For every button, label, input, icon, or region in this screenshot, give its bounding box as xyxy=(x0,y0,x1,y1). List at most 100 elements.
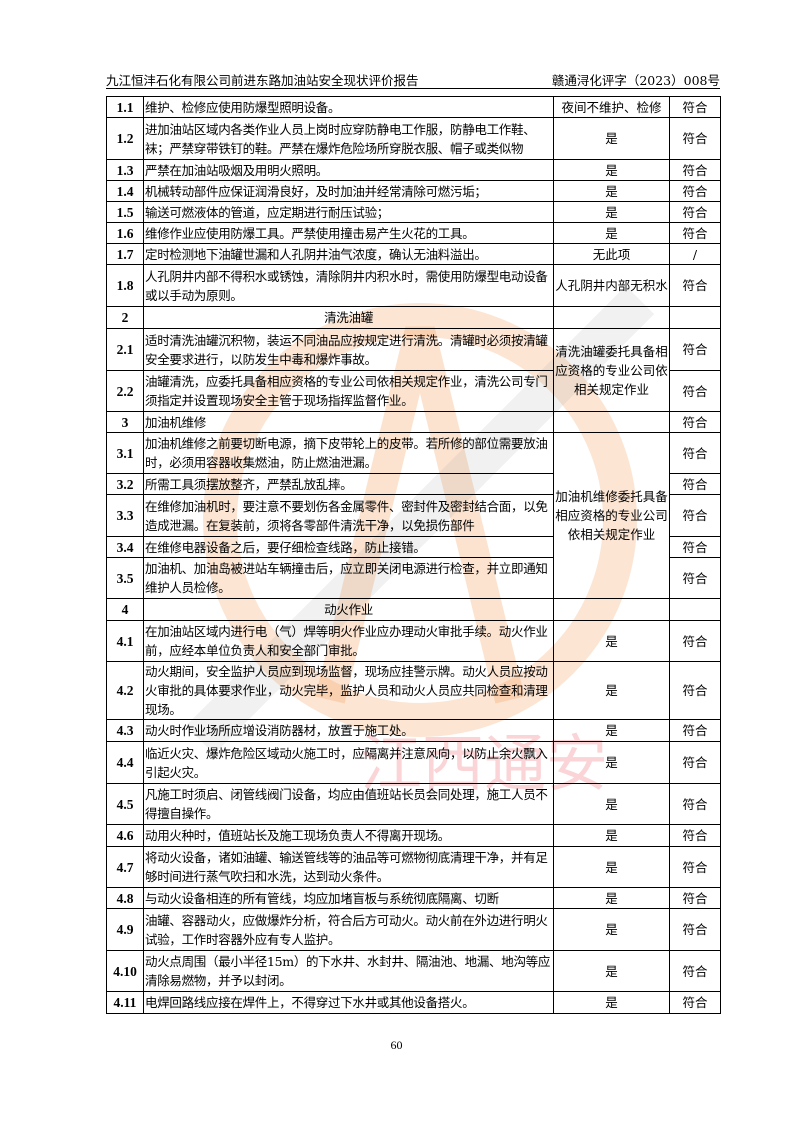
check-result: 是 xyxy=(553,783,670,825)
item-number: 2 xyxy=(106,306,144,329)
requirement-text: 在维修加油机时，要注意不要划伤各金属零件、密封件及密封结合面，以免造成泄漏。在复… xyxy=(143,494,554,537)
item-number: 3.1 xyxy=(106,432,144,474)
requirement-text: 人孔阴井内部不得积水或锈蚀，清除阴井内积水时，需使用防爆型电动设备或以手动为原则… xyxy=(143,264,554,307)
requirement-text: 加油机维修之前要切断电源，摘下皮带轮上的皮带。若所修的部位需要放油时，必须用容器… xyxy=(143,432,554,474)
item-number: 1.4 xyxy=(106,180,144,202)
item-number: 3.5 xyxy=(106,557,144,599)
item-number: 3.3 xyxy=(106,494,144,537)
table-row: 3.1 加油机维修之前要切断电源，摘下皮带轮上的皮带。若所修的部位需要放油时，必须… xyxy=(106,432,721,599)
requirement-text: 在加油站区域内进行电（气）焊等明火作业应办理动火审批手续。动火作业前，应经本单位… xyxy=(143,620,554,662)
table-row: 4.2 动火期间，安全监护人员应到现场监督，现场应挂警示牌。动火人员应按动火审批的… xyxy=(106,661,721,720)
table-row: 4.4 临近火灾、爆炸危险区域动火施工时，应隔离并注意风向，以防止余火飘入引起火灾… xyxy=(106,741,721,784)
check-result: 人孔阴井内部无积水 xyxy=(553,264,670,307)
conclusion: 符合 xyxy=(669,117,721,160)
conclusion: 符合 xyxy=(669,180,721,202)
requirement-text: 维护、检修应使用防爆型照明设备。 xyxy=(143,96,554,118)
conclusion xyxy=(669,306,721,329)
header-divider xyxy=(106,88,720,89)
requirement-text: 与动火设备相连的所有管线，均应加堵盲板与系统彻底隔离、切断 xyxy=(143,887,554,909)
conclusion: 符合 xyxy=(669,661,721,720)
check-result: 加油机维修委托具备相应资格的专业公司依相关规定作业 xyxy=(553,432,670,599)
check-result: 是 xyxy=(553,222,670,244)
check-result: 是 xyxy=(553,908,670,951)
item-number: 1.3 xyxy=(106,159,144,181)
requirement-text: 适时清洗油罐沉积物，装运不同油品应按规定进行清洗。清罐时必须按清罐安全要求进行，… xyxy=(143,328,554,371)
page-number: 60 xyxy=(390,1038,403,1052)
conclusion: 符合 xyxy=(669,328,721,371)
item-number: 3.4 xyxy=(106,536,144,558)
item-number: 2.2 xyxy=(106,370,144,412)
requirement-text: 定时检测地下油罐世漏和人孔阴井油气浓度，确认无油料溢出。 xyxy=(143,243,554,265)
check-result: 是 xyxy=(553,661,670,720)
item-number: 3.2 xyxy=(106,473,144,495)
table-row: 2.2 油罐清洗，应委托具备相应资格的专业公司依相关规定作业，清洗公司专门须指定并… xyxy=(106,370,721,412)
conclusion: 符合 xyxy=(669,846,721,888)
table-row: 4.6 动用火种时，值班站长及施工现场负责人不得离开现场。是符合 xyxy=(106,824,721,847)
check-result: 是 xyxy=(553,620,670,662)
item-number: 3 xyxy=(106,411,144,433)
item-number: 1.2 xyxy=(106,117,144,160)
conclusion: 符合 xyxy=(669,96,721,118)
requirement-text: 加油机、加油岛被进站车辆撞击后，应立即关闭电源进行检查，并立即通知维护人员检修。 xyxy=(143,557,554,599)
conclusion: 符合 xyxy=(669,557,721,599)
check-result xyxy=(553,598,670,621)
requirement-text: 油罐、容器动火，应做爆炸分析，符合后方可动火。动火前在外边进行明火试验，工作时容… xyxy=(143,908,554,951)
requirement-text: 动火时作业场所应增设消防器材，放置于施工处。 xyxy=(143,719,554,742)
conclusion: 符合 xyxy=(669,222,721,244)
conclusion: 符合 xyxy=(669,719,721,742)
item-number: 4.3 xyxy=(106,719,144,742)
check-result: 是 xyxy=(553,719,670,742)
item-number: 4.7 xyxy=(106,846,144,888)
item-number: 2.1 xyxy=(106,328,144,371)
check-result: 夜间不维护、检修 xyxy=(553,96,670,118)
item-number: 1.8 xyxy=(106,264,144,307)
requirement-text: 临近火灾、爆炸危险区域动火施工时，应隔离并注意风向，以防止余火飘入引起火灾。 xyxy=(143,741,554,784)
check-result: 是 xyxy=(553,201,670,223)
conclusion: 符合 xyxy=(669,741,721,784)
conclusion: 符合 xyxy=(669,411,721,433)
check-result: 是 xyxy=(553,180,670,202)
table-row: 4.1 在加油站区域内进行电（气）焊等明火作业应办理动火审批手续。动火作业前，应经… xyxy=(106,620,721,662)
requirement-text: 在维修电器设备之后，要仔细检查线路，防止接错。 xyxy=(143,536,554,558)
conclusion xyxy=(669,598,721,621)
item-number: 4.11 xyxy=(106,991,144,1014)
check-result: 是 xyxy=(553,117,670,160)
requirement-text: 油罐清洗，应委托具备相应资格的专业公司依相关规定作业，清洗公司专门须指定并设置现… xyxy=(143,370,554,412)
safety-checklist-table: 1.1 维护、检修应使用防爆型照明设备。 夜间不维护、检修 符合 1.2 进加油站区域内各… xyxy=(106,96,721,1014)
check-result xyxy=(553,411,670,433)
check-result: 是 xyxy=(553,846,670,888)
table-row: 2 清洗油罐 xyxy=(106,306,721,329)
item-number: 4.4 xyxy=(106,741,144,784)
check-result xyxy=(553,306,670,329)
table-row: 4.9 油罐、容器动火，应做爆炸分析，符合后方可动火。动火前在外边进行明火试验，工… xyxy=(106,908,721,951)
table-row: 1.2 进加油站区域内各类作业人员上岗时应穿防静电工作服，防静电工作鞋、袜；严禁穿… xyxy=(106,117,721,160)
conclusion: 符合 xyxy=(669,159,721,181)
conclusion: 符合 xyxy=(669,536,721,558)
requirement-text: 进加油站区域内各类作业人员上岗时应穿防静电工作服，防静电工作鞋、袜；严禁穿带铁钉… xyxy=(143,117,554,160)
table-row: 1.3 严禁在加油站吸烟及用明火照明。是符合 xyxy=(106,159,721,181)
conclusion: 符合 xyxy=(669,432,721,474)
check-result: 是 xyxy=(553,824,670,847)
requirement-text: 凡施工时须启、闭管线阀门设备，均应由值班站长员会同处理，施工人员不得擅自操作。 xyxy=(143,783,554,825)
check-result: 是 xyxy=(553,950,670,992)
table-row: 4.10 动火点周围（最小半径15m）的下水井、水封井、隔油池、地漏、地沟等应清除… xyxy=(106,950,721,992)
conclusion: 符合 xyxy=(669,370,721,412)
table-row: 3.4 在维修电器设备之后，要仔细检查线路，防止接错。 符合 xyxy=(106,536,721,558)
document-number: 赣通浔化评字（2023）008号 xyxy=(551,73,720,88)
table-row: 4.3 动火时作业场所应增设消防器材，放置于施工处。是符合 xyxy=(106,719,721,742)
item-number: 1.1 xyxy=(106,96,144,118)
requirement-text: 动火作业 xyxy=(143,598,554,621)
conclusion: 符合 xyxy=(669,991,721,1014)
table-row: 1.5 输送可燃液体的管道，应定期进行耐压试验；是符合 xyxy=(106,201,721,223)
check-result: 是 xyxy=(553,887,670,909)
requirement-text: 严禁在加油站吸烟及用明火照明。 xyxy=(143,159,554,181)
requirement-text: 加油机维修 xyxy=(143,411,554,433)
table-row: 1.8 人孔阴井内部不得积水或锈蚀，清除阴井内积水时，需使用防爆型电动设备或以手动… xyxy=(106,264,721,307)
item-number: 1.6 xyxy=(106,222,144,244)
item-number: 4 xyxy=(106,598,144,621)
requirement-text: 输送可燃液体的管道，应定期进行耐压试验； xyxy=(143,201,554,223)
table-row: 1.1 维护、检修应使用防爆型照明设备。 夜间不维护、检修 符合 xyxy=(106,96,721,118)
conclusion: 符合 xyxy=(669,824,721,847)
requirement-text: 动用火种时，值班站长及施工现场负责人不得离开现场。 xyxy=(143,824,554,847)
